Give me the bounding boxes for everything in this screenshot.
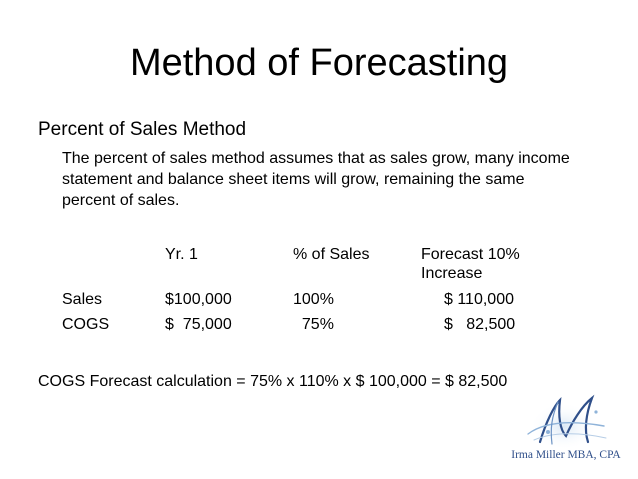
column-header-pct-of-sales: % of Sales [293,246,370,263]
sales-forecast-value: $ 110,000 [444,291,514,308]
cogs-calculation: COGS Forecast calculation = 75% x 110% x… [38,373,508,390]
method-description: The percent of sales method assumes that… [62,150,570,209]
sales-yr1-value: $100,000 [165,291,232,308]
cogs-pct-value: 75% [293,316,334,333]
monogram-logo-icon [527,394,607,448]
logo: Irma Miller MBA, CPA [500,392,632,472]
cogs-yr1-value: $ 75,000 [165,316,232,333]
row-label-cogs: COGS [62,316,110,333]
column-header-yr1: Yr. 1 [165,246,198,263]
column-header-forecast: Forecast 10% [421,246,520,263]
column-header-forecast-line2: Increase [421,265,483,282]
row-label-sales: Sales [62,291,103,308]
sales-pct-value: 100% [293,291,334,308]
logo-text: Irma Miller MBA, CPA [511,449,621,461]
cogs-forecast-value: $ 82,500 [444,316,516,333]
section-heading: Percent of Sales Method [38,119,247,140]
slide-title: Method of Forecasting [129,42,509,84]
